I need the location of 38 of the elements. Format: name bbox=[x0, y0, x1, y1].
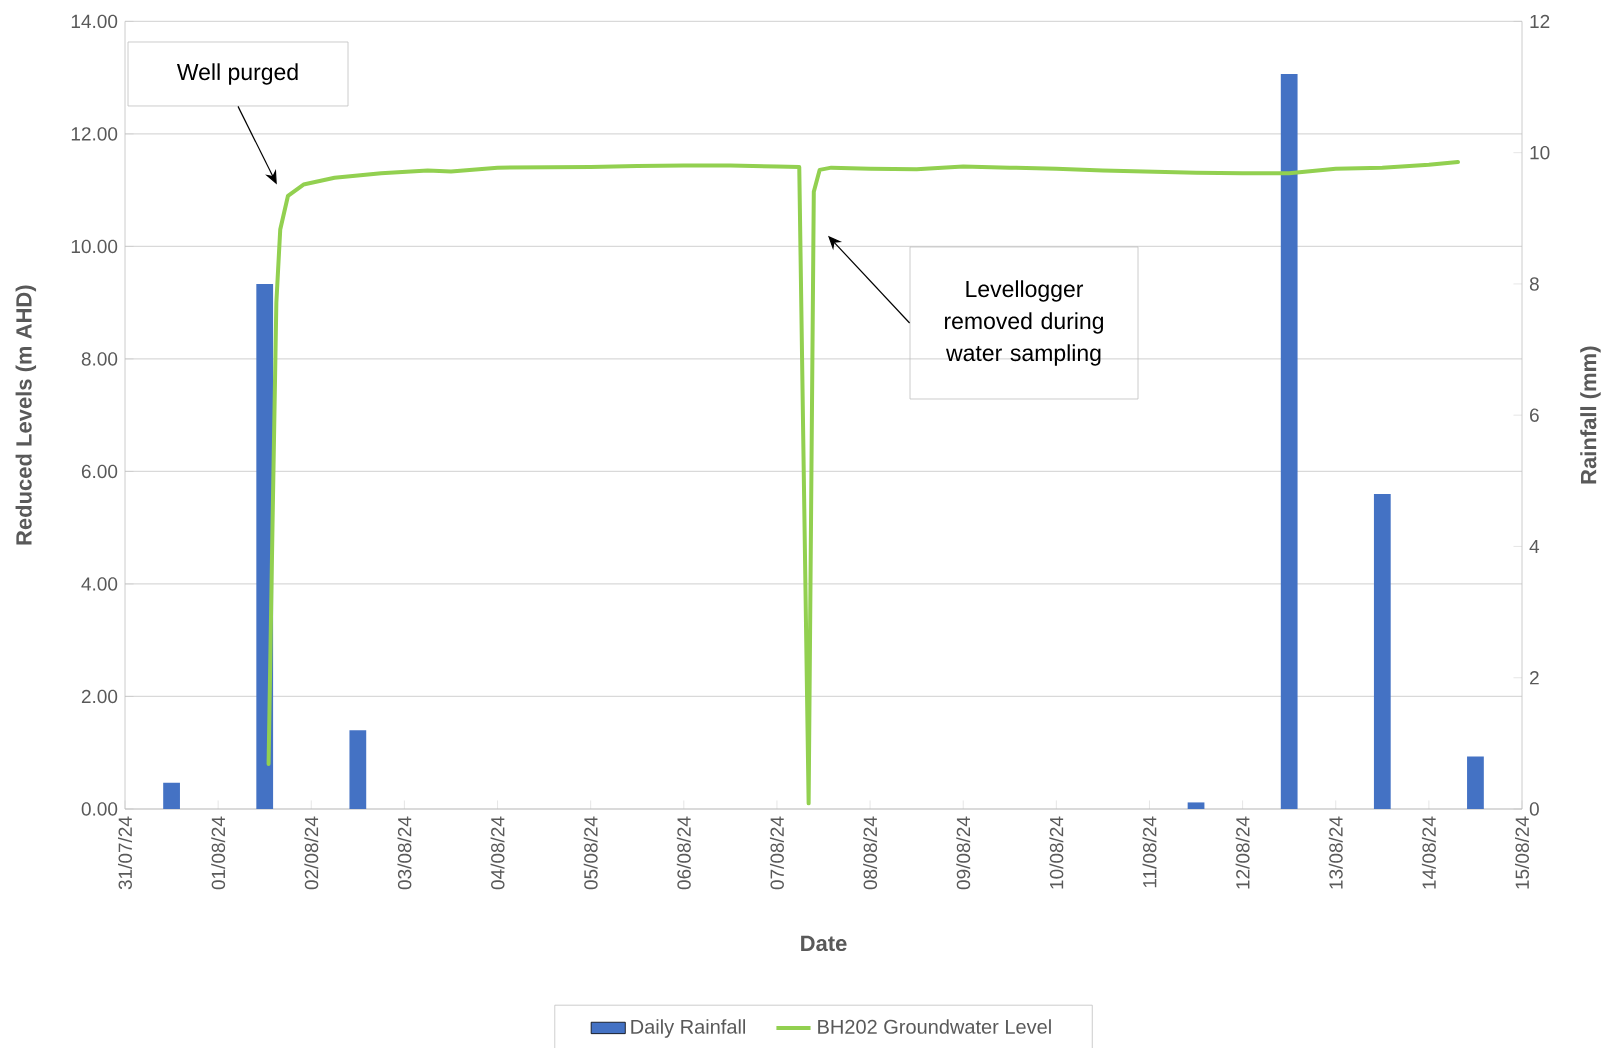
y2-tick-label: 0 bbox=[1529, 802, 1539, 816]
x-tick-label: 03/08/24 bbox=[397, 816, 412, 890]
x-tick-label: 13/08/24 bbox=[1328, 816, 1343, 889]
y-tick-label: 8.00 bbox=[81, 352, 118, 366]
y-tick-label: 4.00 bbox=[81, 577, 118, 591]
y2-tick-label: 2 bbox=[1530, 671, 1539, 685]
annotation: Well purged bbox=[176, 63, 298, 85]
y2-tick-label: 6 bbox=[1530, 408, 1539, 422]
y2-tick-label: 8 bbox=[1529, 277, 1539, 291]
x-tick-label: 11/08/24 bbox=[1142, 816, 1157, 888]
x-tick-label: 04/08/24 bbox=[490, 816, 505, 890]
x-tick-label: 31/07/24 bbox=[118, 816, 132, 890]
x-tick-label: 01/08/24 bbox=[211, 816, 226, 890]
y-tick-label: 12.00 bbox=[71, 127, 118, 141]
x-tick-label: 05/08/24 bbox=[583, 816, 598, 890]
x-tick-label: 06/08/24 bbox=[676, 816, 691, 890]
y2-tick-label: 10 bbox=[1530, 145, 1550, 160]
y-tick-label: 2.00 bbox=[81, 689, 118, 704]
legend-label: Daily Rainfall bbox=[631, 1019, 746, 1038]
x-tick-label: 15/08/24 bbox=[1515, 816, 1529, 889]
x-tick-label: 14/08/24 bbox=[1421, 816, 1436, 889]
annotation: Levellogger removed during water sampling bbox=[945, 280, 1104, 366]
y2-axis-title: Rainfall (mm) bbox=[1580, 346, 1601, 484]
y-tick-label: 10.00 bbox=[71, 239, 118, 254]
x-tick-label: 02/08/24 bbox=[304, 816, 319, 890]
y-tick-label: 6.00 bbox=[81, 464, 118, 479]
x-tick-label: 10/08/24 bbox=[1049, 816, 1064, 889]
x-axis-title: Date bbox=[801, 935, 847, 952]
x-tick-label: 12/08/24 bbox=[1235, 816, 1250, 889]
y-tick-label: 0.00 bbox=[81, 802, 118, 816]
x-tick-label: 09/08/24 bbox=[956, 816, 971, 890]
y-tick-label: 14.00 bbox=[71, 14, 118, 29]
x-tick-label: 07/08/24 bbox=[769, 816, 784, 890]
y2-tick-label: 4 bbox=[1529, 539, 1540, 553]
y-axis-title: Reduced Levels (m AHD) bbox=[15, 285, 37, 545]
legend-label: BH202 Groundwater Level bbox=[818, 1019, 1051, 1034]
x-tick-label: 08/08/24 bbox=[863, 816, 878, 890]
y2-tick-label: 12 bbox=[1530, 14, 1550, 29]
